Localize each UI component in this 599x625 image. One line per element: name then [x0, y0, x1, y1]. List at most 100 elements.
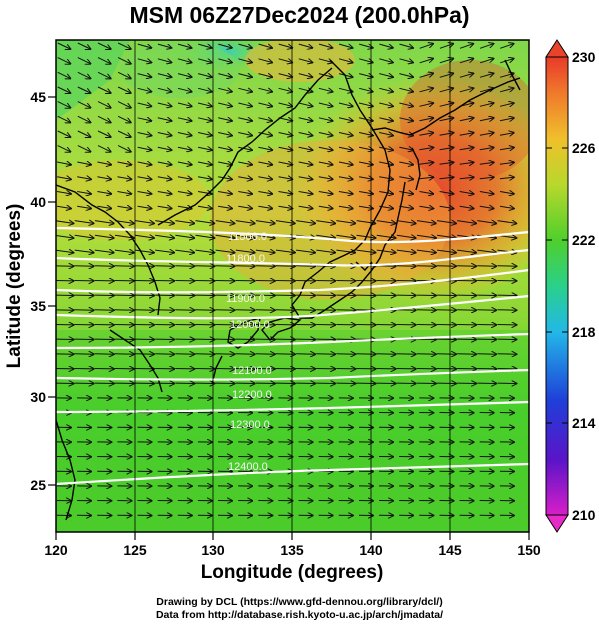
wind-vector: [258, 59, 273, 63]
wind-vector: [500, 44, 513, 49]
contour-label: 12300.0: [230, 419, 270, 431]
contour-label: 12400.0: [228, 461, 268, 473]
wind-vector: [298, 59, 313, 63]
wind-vector: [238, 118, 252, 121]
wind-vector: [318, 206, 333, 208]
wind-vector: [117, 115, 131, 122]
wind-vector: [439, 44, 453, 49]
wind-vector: [97, 115, 111, 122]
wind-vector: [278, 147, 293, 150]
wind-vector: [399, 118, 413, 121]
wind-vector: [479, 162, 494, 164]
wind-vector: [419, 148, 433, 150]
wind-vector: [457, 250, 476, 253]
wind-vector: [56, 221, 74, 224]
wind-vector: [77, 86, 91, 93]
wind-vector: [399, 74, 413, 78]
wind-vector: [77, 206, 91, 208]
wind-vector: [157, 177, 172, 180]
wind-vector: [338, 59, 353, 63]
wind-vector: [376, 250, 396, 253]
wind-vector: [157, 43, 172, 48]
wind-vector: [137, 192, 152, 194]
wind-vector: [479, 133, 494, 136]
wind-vector: [135, 250, 154, 253]
wind-vector: [97, 101, 111, 108]
wind-vector: [258, 177, 272, 180]
wind-vector: [359, 177, 373, 180]
wind-vector: [137, 103, 152, 106]
wind-vector: [499, 162, 514, 164]
wind-vector: [358, 206, 373, 208]
y-tick-label: 25: [30, 477, 46, 493]
wind-vector: [117, 130, 131, 137]
wind-vector: [177, 192, 192, 194]
wind-vector: [117, 162, 132, 165]
wind-vector: [157, 147, 172, 150]
wind-vector: [396, 235, 416, 238]
wind-vector: [379, 88, 393, 91]
wind-vector: [177, 147, 192, 150]
wind-vector: [439, 177, 454, 179]
wind-vector: [215, 221, 235, 224]
wind-vector: [137, 74, 152, 78]
contour-label: 11500.0: [228, 231, 267, 243]
wind-vector: [258, 147, 272, 150]
wind-vector: [238, 192, 252, 194]
wind-vector: [155, 250, 174, 253]
wind-vector: [74, 221, 94, 224]
wind-vector: [399, 206, 413, 208]
wind-vector: [56, 235, 74, 238]
wind-vector: [197, 74, 212, 78]
wind-vector: [359, 74, 373, 78]
grid-lines: [134, 40, 451, 532]
wind-vector: [336, 221, 355, 224]
wind-vector: [379, 147, 393, 150]
wind-vector: [318, 103, 333, 106]
wind-vector: [416, 235, 436, 238]
contour-label: 12000.0: [230, 319, 270, 331]
colorbar-tick-label: 226: [572, 140, 596, 156]
wind-vector: [218, 192, 232, 194]
wind-vector: [197, 118, 212, 121]
wind-vector: [197, 88, 212, 91]
wind-vector: [117, 177, 132, 180]
wind-vector: [499, 206, 514, 208]
wind-vector: [278, 74, 293, 78]
wind-vector: [399, 177, 413, 180]
wind-vector: [376, 221, 396, 224]
wind-vector: [499, 148, 514, 150]
wind-vector: [358, 103, 373, 106]
wind-vector: [157, 133, 172, 136]
wind-vector: [479, 206, 494, 208]
wind-vector: [399, 192, 413, 194]
wind-vector: [439, 73, 453, 78]
wind-vector: [258, 74, 273, 78]
colorbar-scale: [545, 56, 569, 516]
wind-vector: [296, 250, 315, 253]
wind-vector: [338, 192, 353, 194]
wind-vector: [97, 71, 111, 78]
wind-vector: [437, 221, 456, 224]
wind-vector: [218, 59, 232, 63]
y-tick-label: 30: [30, 389, 46, 405]
wind-vector: [177, 162, 192, 165]
y-tick-labels: 25 30 35 40 45: [30, 89, 46, 493]
wind-vector: [258, 43, 272, 48]
wind-vector: [238, 103, 252, 106]
wind-vector: [218, 162, 232, 165]
wind-vector: [77, 115, 91, 122]
wind-vector: [298, 192, 313, 194]
wind-vector: [318, 74, 333, 78]
wind-vector: [57, 42, 71, 49]
wind-vector: [137, 206, 152, 208]
wind-vector: [358, 133, 373, 136]
colorbar-tick-label: 210: [572, 507, 596, 523]
colorbar-tick-label: 222: [572, 232, 596, 248]
wind-vector: [157, 162, 172, 165]
wind-vector: [97, 57, 111, 64]
wind-vector: [499, 118, 514, 121]
wind-vector: [215, 250, 235, 253]
wind-vector: [499, 103, 514, 106]
wind-vector: [258, 103, 273, 106]
